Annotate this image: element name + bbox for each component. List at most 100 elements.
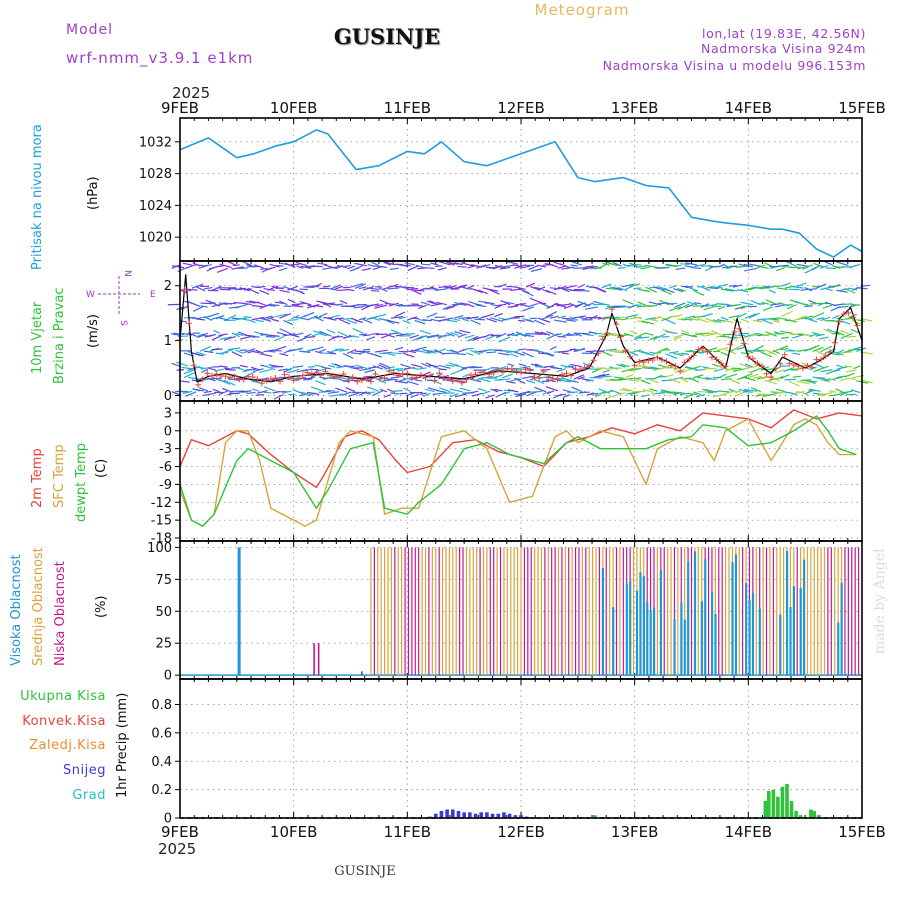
wind-arrow	[319, 348, 327, 353]
gust-marker	[181, 286, 188, 293]
wind-arrow	[266, 266, 276, 271]
wind-arrow	[251, 316, 265, 321]
wind-arrow	[700, 303, 710, 309]
wind-arrow	[649, 335, 658, 341]
wind-arrow	[494, 388, 503, 392]
wind-arrow	[382, 260, 395, 266]
wind-arrow	[182, 262, 193, 266]
wind-arrow	[216, 265, 224, 268]
y-tick-label: 75	[155, 573, 172, 588]
wind-arrow	[573, 374, 585, 380]
wind-arrow	[728, 314, 740, 319]
wind-arrow	[461, 262, 471, 266]
wind-arrow	[279, 300, 288, 306]
wind-arrow	[396, 368, 407, 372]
wind-arrow	[802, 264, 813, 270]
wind-arrow	[374, 349, 388, 353]
gust-marker	[295, 374, 302, 381]
panel-border	[179, 678, 863, 819]
wind-arrow	[366, 336, 376, 341]
wind-arrow	[563, 304, 575, 310]
wind-arrow	[451, 262, 459, 265]
wind-arrow	[469, 366, 483, 369]
wind-arrow	[183, 368, 197, 375]
y-tick-label: 0.2	[151, 783, 172, 798]
wind-arrow	[266, 304, 276, 307]
gust-marker	[690, 352, 697, 359]
wind-arrow	[638, 336, 650, 339]
wind-arrow	[594, 332, 602, 335]
wind-arrow	[219, 379, 231, 385]
wind-arrow	[836, 317, 845, 321]
wind-arrow	[335, 387, 348, 393]
wind-arrow	[541, 288, 551, 294]
wind-arrow	[567, 391, 578, 394]
gust-marker	[786, 360, 793, 367]
gust-marker	[472, 371, 479, 378]
gust-marker	[317, 372, 324, 379]
wind-arrow	[430, 262, 439, 266]
total-precip-bar	[817, 815, 821, 818]
wind-arrow	[764, 379, 778, 385]
wind-arrow	[467, 335, 479, 342]
wind-arrow	[559, 263, 571, 269]
day-label-top: 9FEB	[161, 99, 199, 117]
wind-arrow	[601, 350, 613, 357]
wind-arrow	[589, 392, 598, 396]
wind-arrow	[629, 283, 641, 288]
wind-arrow	[605, 287, 619, 290]
wind-arrow	[498, 283, 507, 288]
gust-marker	[758, 363, 765, 370]
total-precip-bar	[766, 791, 771, 818]
high-cloud-bar	[734, 554, 738, 676]
pressure-unit: (hPa)	[86, 176, 101, 210]
wind-arrow	[193, 388, 204, 392]
y-tick-label: 0	[164, 669, 172, 684]
gust-marker	[849, 314, 856, 321]
wind-arrow	[666, 392, 678, 395]
wind-arrow	[243, 348, 256, 354]
gust-marker	[377, 375, 384, 382]
wind-arrow	[335, 376, 347, 380]
high-cloud-bar	[779, 614, 782, 676]
wind-arrow	[402, 286, 415, 289]
gust-marker	[463, 376, 470, 383]
wind-arrow	[597, 287, 607, 293]
wind-arrow	[753, 264, 766, 270]
wind-arrow	[705, 266, 714, 272]
wind-arrow	[215, 287, 225, 289]
wind-arrow	[529, 390, 543, 393]
wind-arrow	[716, 347, 729, 351]
wind-arrow	[454, 315, 464, 319]
wind-arrow	[685, 366, 698, 371]
wind-arrow	[525, 282, 536, 288]
y-tick-label: 100	[147, 541, 172, 556]
wind-arrow	[728, 284, 737, 287]
wind-arrow	[796, 315, 808, 321]
wind-arrow	[848, 377, 856, 380]
wind-arrow	[521, 351, 534, 358]
wind-arrow	[839, 330, 849, 335]
wind-arrow	[268, 334, 280, 337]
wind-arrow	[738, 263, 750, 268]
wind-arrow	[265, 335, 276, 338]
wind-arrow	[705, 332, 714, 335]
compass-s: S	[118, 320, 128, 326]
wind-arrow	[395, 303, 403, 307]
wind-arrow	[457, 333, 467, 338]
wind-arrow	[744, 388, 757, 392]
wind-arrow	[705, 332, 718, 337]
wind-arrow	[337, 331, 348, 337]
wind-arrow	[812, 312, 825, 319]
wind-arrow	[212, 388, 220, 393]
wind-arrow	[346, 319, 357, 324]
gust-marker	[558, 371, 565, 378]
wind-arrow	[669, 377, 681, 384]
wind-arrow	[327, 287, 340, 292]
gust-marker	[322, 368, 329, 375]
gust-marker	[681, 359, 688, 366]
wind-arrow	[307, 303, 320, 309]
gust-marker	[836, 319, 843, 326]
wind-arrow	[634, 335, 642, 341]
wind-arrow	[390, 392, 399, 395]
